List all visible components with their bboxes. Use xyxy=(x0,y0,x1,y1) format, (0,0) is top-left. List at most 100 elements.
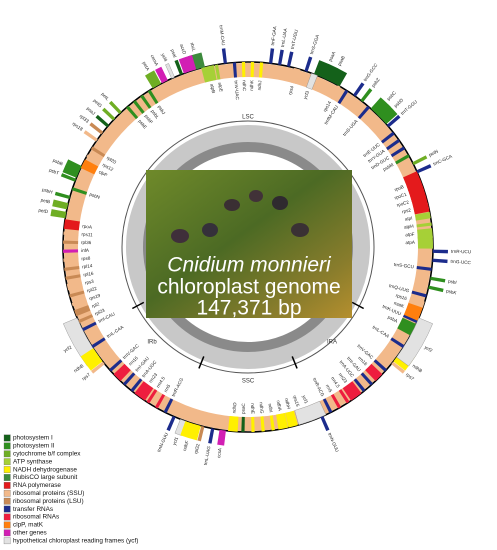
gene-label: rps11 xyxy=(81,232,93,238)
gene-label: ndhD xyxy=(232,402,238,414)
legend-label: hypothetical chloroplast reading frames … xyxy=(13,537,138,544)
gene-label: ycf3 xyxy=(302,90,310,100)
gene-block xyxy=(403,171,424,194)
gene-block xyxy=(217,429,226,446)
gene-label: rpl32 xyxy=(193,443,200,455)
legend-label: cytochrome b/f complex xyxy=(13,450,81,457)
gene-label: ndhI xyxy=(267,403,273,413)
gene-label: rpoA xyxy=(82,224,93,230)
gene-label: petL xyxy=(100,91,110,101)
gene-block xyxy=(278,49,284,66)
gene-label: psbE xyxy=(137,119,148,130)
gene-label: petG xyxy=(92,98,103,109)
gene-label: psaC xyxy=(241,402,246,414)
gene-label: trnF-GAA xyxy=(270,25,277,46)
gene-block xyxy=(178,55,197,74)
gene-label: rps2 xyxy=(402,207,412,214)
gene-label: trnR-UCU xyxy=(451,249,471,254)
gene-block xyxy=(63,231,79,236)
legend-label: ribosomal proteins (LSU) xyxy=(13,498,84,505)
gene-label: trnL-UAA xyxy=(280,27,288,47)
legend-label: NADH dehydrogenase xyxy=(13,466,77,473)
gene-label: rpl14 xyxy=(82,263,93,269)
gene-block xyxy=(60,173,77,182)
region-boundary xyxy=(198,356,205,369)
description: chloroplast genome xyxy=(157,276,340,299)
gene-block xyxy=(63,249,79,253)
gene-label: rrn16 xyxy=(128,355,139,366)
gene-block xyxy=(250,62,255,78)
gene-block xyxy=(432,258,448,264)
gene-label: rps14 xyxy=(322,100,332,113)
gene-label: matK xyxy=(393,300,406,309)
gene-label: atpE xyxy=(217,82,224,92)
gene-block xyxy=(102,107,116,121)
gene-block xyxy=(377,104,398,125)
gene-block xyxy=(260,416,265,432)
gene-label: psbN xyxy=(89,192,101,200)
legend-label: transfer RNAs xyxy=(13,506,53,513)
gene-block xyxy=(430,276,446,283)
gene-block xyxy=(64,266,80,271)
gene-label: petN xyxy=(428,149,439,158)
gene-label: trnT-UGU xyxy=(290,29,299,49)
gene-label: rpoB xyxy=(394,184,405,192)
gene-label: rpl16 xyxy=(83,271,94,278)
gene-label: psbI xyxy=(448,279,457,285)
legend-swatch xyxy=(3,489,11,497)
gene-block xyxy=(338,389,350,404)
gene-block xyxy=(417,228,433,239)
gene-label: rrn5 xyxy=(163,383,172,393)
gene-block xyxy=(69,290,85,298)
gene-label: rrn23 xyxy=(148,372,159,384)
gene-block xyxy=(62,159,82,178)
gene-block xyxy=(201,65,217,83)
legend-swatch xyxy=(3,513,11,521)
gene-label: ndhA xyxy=(276,400,283,412)
gene-label: rrn23 xyxy=(338,372,349,384)
gene-block xyxy=(380,131,395,144)
gene-block xyxy=(66,281,83,291)
gene-block xyxy=(123,372,136,386)
gene-block xyxy=(306,72,318,90)
gene-block xyxy=(285,410,298,428)
gene-label: rps4 xyxy=(287,85,294,95)
photo-detail xyxy=(224,199,240,211)
gene-block xyxy=(390,337,405,349)
legend-swatch xyxy=(3,529,11,537)
gene-label: psbB xyxy=(52,158,64,167)
gene-label: psbH xyxy=(41,187,53,195)
gene-label: psbL xyxy=(150,109,160,120)
gene-block xyxy=(414,211,431,221)
gene-block xyxy=(251,416,255,432)
gene-label: atpH xyxy=(404,224,414,230)
legend-swatch xyxy=(3,521,11,529)
legend-label: ribosomal proteins (SSU) xyxy=(13,490,84,497)
gene-block xyxy=(386,114,401,128)
gc-outer xyxy=(126,125,370,369)
gene-block xyxy=(416,222,432,228)
legend-label: ribosomal RNAs xyxy=(13,514,59,521)
gene-block xyxy=(208,428,215,444)
gene-label: petA xyxy=(141,61,150,73)
gene-block xyxy=(86,154,101,165)
gene-block xyxy=(126,105,139,120)
gene-block xyxy=(360,372,373,386)
gene-block xyxy=(390,146,406,158)
gene-label: psbK xyxy=(446,288,458,295)
photo-detail xyxy=(291,223,309,237)
gene-block xyxy=(353,378,366,392)
gene-block xyxy=(146,389,158,404)
gene-label: ycf1 xyxy=(172,436,180,446)
photo-detail xyxy=(249,190,263,202)
gene-block xyxy=(395,154,410,165)
gene-label: trnR-ACG xyxy=(171,377,185,398)
gene-label: ndhE xyxy=(250,403,255,414)
gene-block xyxy=(290,67,301,84)
gene-block xyxy=(154,393,166,409)
gene-label: trnM-CAU xyxy=(218,25,225,46)
gene-block xyxy=(294,400,327,426)
gene-label: rps8 xyxy=(81,256,91,262)
gene-block xyxy=(417,235,433,249)
